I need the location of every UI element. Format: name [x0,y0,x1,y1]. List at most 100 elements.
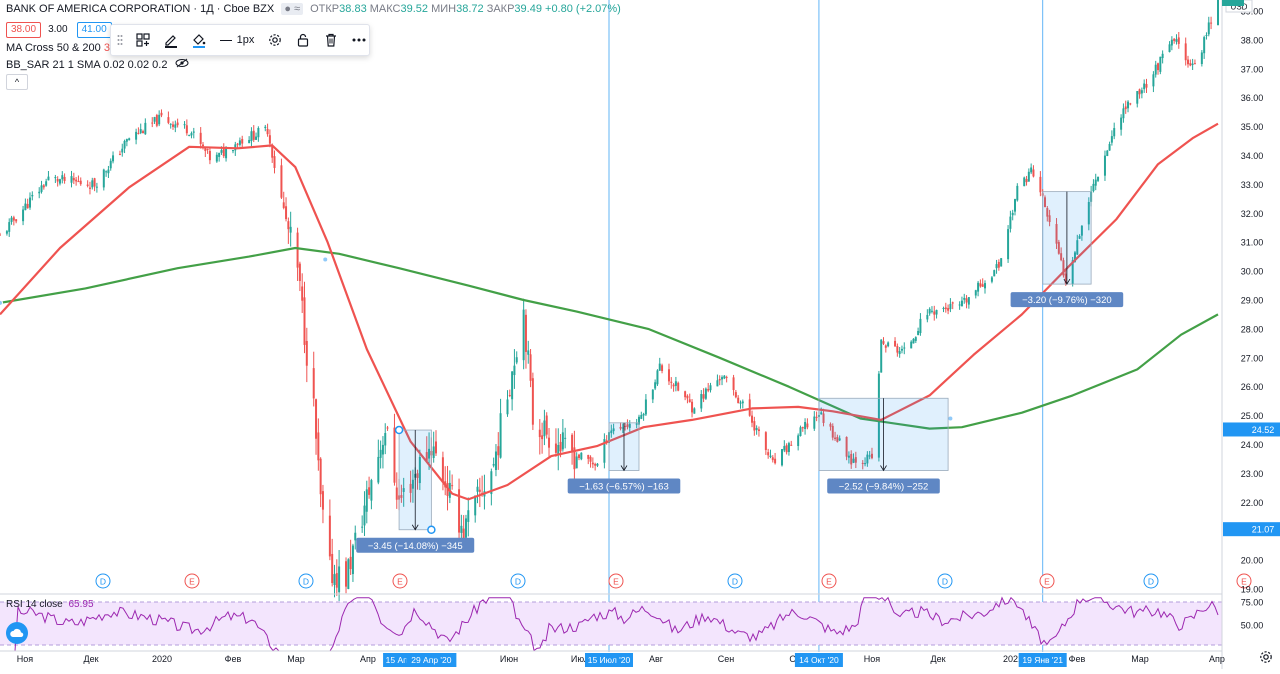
dividend-event-marker[interactable]: D [510,573,526,589]
event-badge [821,573,837,589]
price-range-measure[interactable]: −2.52 (−9.84%) −252 [818,397,949,494]
candle-body [1078,236,1081,239]
price-range-measure[interactable]: −3.45 (−14.08%) −345 [356,425,475,553]
earnings-event-marker[interactable]: E [1236,573,1252,589]
dividend-event-marker[interactable]: D [95,573,111,589]
candle-body [511,371,514,400]
price-marker-label: 21.07 [1252,525,1275,535]
earnings-event-marker[interactable]: E [821,573,837,589]
line-color-button[interactable] [157,25,185,55]
candle-body [268,135,271,144]
templates-button[interactable] [129,25,157,55]
candle-body [379,449,382,458]
candle-body [490,471,493,495]
candle-body [112,155,115,162]
collapse-legend-button[interactable]: ^ [6,74,28,90]
candle-body [1103,155,1106,176]
candle-body [804,421,807,430]
candle-body [854,457,857,463]
bb-sar-legend[interactable]: BB_SAR 21 1 SMA 0.02 0.02 0.2 [6,58,189,71]
candle-body [806,423,809,428]
event-letter: D [1148,577,1154,587]
candle-body [684,391,687,398]
candle-body [1170,39,1173,46]
candle-body [241,138,244,144]
measure-handle[interactable] [427,525,436,535]
candle-body [338,566,341,593]
price-range-measure[interactable]: −1.63 (−6.57%) −163 [567,422,681,494]
price-tick-label: 34.00 [1241,151,1264,161]
close-label: ЗАКР [486,3,515,15]
candle-body [644,399,647,415]
event-badge [298,573,314,589]
lock-button[interactable] [289,25,317,55]
candle-body [751,415,754,423]
line-width-button[interactable]: 1px [217,25,257,55]
event-letter: D [303,577,309,587]
candle-body [363,505,366,526]
candle-body [351,545,354,575]
lock-icon [297,33,309,47]
candle-body [1113,128,1116,137]
time-tick-label: Апр [1209,654,1225,664]
candle-body [0,234,1,236]
more-button[interactable] [345,25,373,55]
rsi-tick-label: 75.00 [1241,598,1264,608]
candle-body [820,412,823,415]
candle-body [790,444,793,446]
price-tick-label: 33.00 [1241,180,1264,190]
earnings-event-marker[interactable]: E [1039,573,1055,589]
candle-body [208,150,211,161]
ask-button[interactable]: 41.00 [76,22,112,38]
layout-icon [136,33,150,47]
dividend-event-marker[interactable]: D [727,573,743,589]
fill-color-button[interactable] [185,25,213,55]
dividend-event-marker[interactable]: D [1143,573,1159,589]
candle-body [1124,106,1127,110]
candle-body [691,401,694,413]
bid-button[interactable]: 38.00 [6,22,42,38]
candle-body [183,124,186,126]
dividend-event-marker[interactable]: D [937,573,953,589]
candle-body [702,394,705,399]
tradingview-logo-button[interactable] [6,622,28,644]
dividend-event-marker[interactable]: D [298,573,314,589]
candle-body [896,346,899,353]
candle-body [285,206,288,220]
price-axis[interactable]: 39.0038.0037.0036.0035.0034.0033.0032.00… [1241,7,1264,595]
earnings-event-marker[interactable]: E [608,573,624,589]
candle-body [737,397,740,404]
candle-body [974,290,977,296]
candle-body [700,393,703,409]
price-range-measure[interactable]: −3.20 (−9.76%) −320 [1010,191,1124,308]
candle-body [176,122,179,126]
symbol-title[interactable]: BANK OF AMERICA CORPORATION · 1Д · Cboe … [6,3,275,15]
candle-body [723,375,726,379]
candle-body [31,194,34,197]
candle-body [656,370,659,385]
event-badge [392,573,408,589]
measure-handle[interactable] [394,425,404,435]
candle-body [155,115,158,126]
remove-button[interactable] [317,25,345,55]
candle-body [670,381,673,383]
earnings-event-marker[interactable]: E [392,573,408,589]
candle-body [72,177,75,181]
candle-body [58,179,61,184]
candle-body [903,347,906,349]
price-tick-label: 35.00 [1241,122,1264,132]
candle-body [137,132,140,134]
chart-settings-gear-icon[interactable] [1258,650,1274,666]
time-highlight [406,653,457,667]
candle-body [118,153,121,155]
drag-handle-icon[interactable] [111,25,129,55]
candle-body [169,123,172,125]
candle-body [102,169,105,188]
settings-button[interactable] [261,25,289,55]
eye-off-icon[interactable] [175,58,189,71]
rsi-legend[interactable]: RSI 14 close 65.95 [6,599,94,610]
earnings-event-marker[interactable]: E [184,573,200,589]
visibility-toggle[interactable]: ● ≈ [281,3,304,15]
